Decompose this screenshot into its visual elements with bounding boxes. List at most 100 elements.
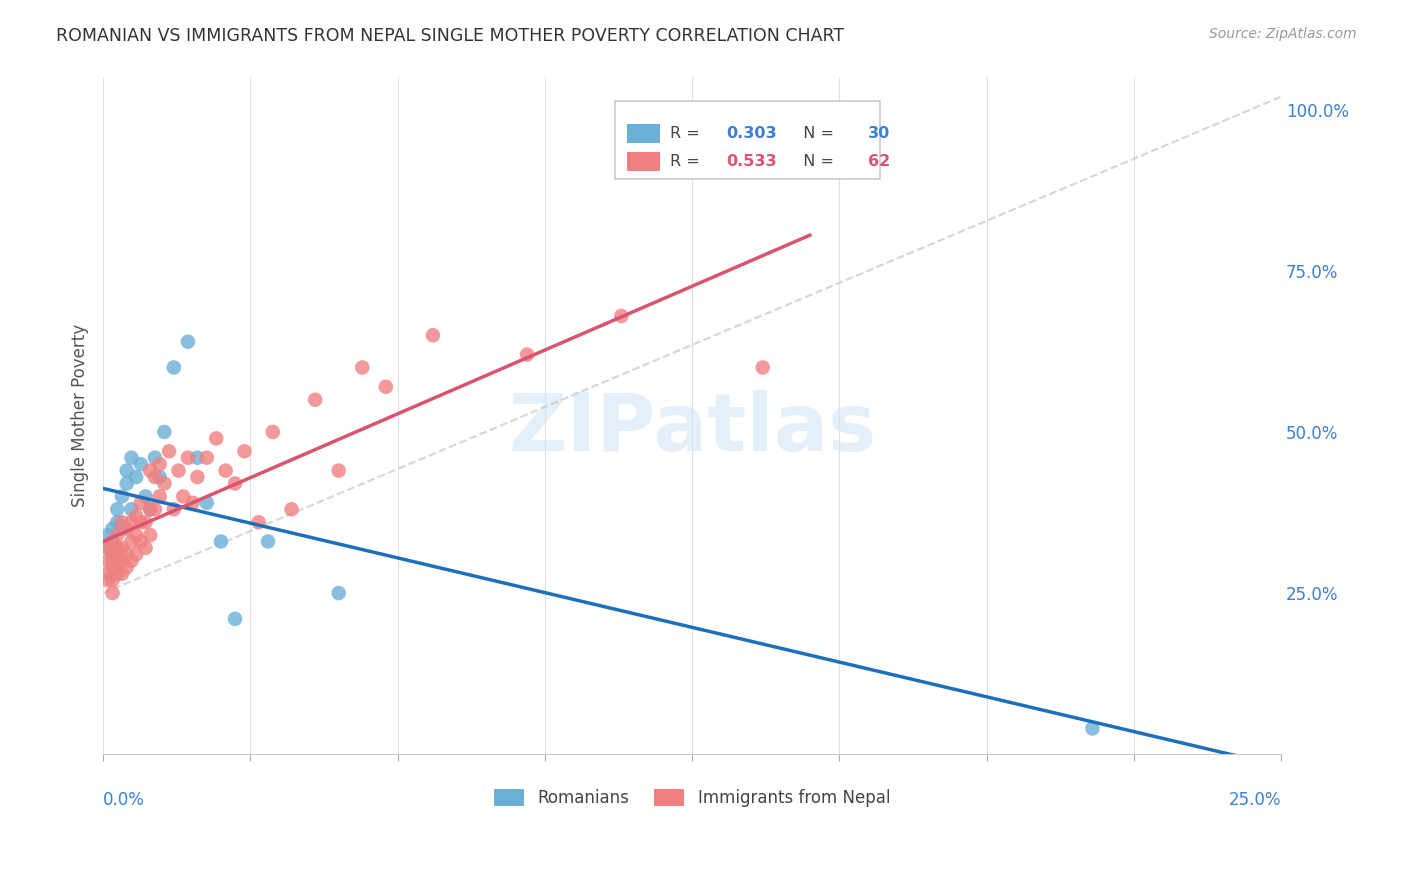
Point bbox=[195, 496, 218, 510]
Point bbox=[125, 508, 148, 523]
Point bbox=[149, 457, 172, 471]
Text: N =: N = bbox=[793, 127, 839, 141]
Point bbox=[129, 457, 152, 471]
Point bbox=[163, 360, 186, 375]
Point bbox=[97, 541, 120, 555]
Point bbox=[139, 502, 162, 516]
Point bbox=[257, 534, 280, 549]
Point bbox=[135, 515, 157, 529]
Point bbox=[205, 431, 228, 445]
Point bbox=[153, 425, 176, 439]
Point bbox=[105, 528, 128, 542]
Point bbox=[111, 522, 134, 536]
Point bbox=[153, 476, 176, 491]
Point bbox=[129, 496, 152, 510]
Point bbox=[120, 534, 142, 549]
Text: R =: R = bbox=[669, 127, 704, 141]
Point bbox=[105, 502, 128, 516]
Point bbox=[247, 515, 270, 529]
Point bbox=[374, 380, 396, 394]
Point bbox=[139, 502, 162, 516]
Point bbox=[129, 515, 152, 529]
Point bbox=[105, 554, 128, 568]
Point bbox=[181, 496, 204, 510]
Point bbox=[120, 515, 142, 529]
Text: Source: ZipAtlas.com: Source: ZipAtlas.com bbox=[1209, 27, 1357, 41]
Point bbox=[328, 586, 350, 600]
Point bbox=[328, 464, 350, 478]
Point bbox=[115, 522, 138, 536]
Text: 0.0%: 0.0% bbox=[103, 791, 145, 809]
Point bbox=[195, 450, 218, 465]
Point bbox=[115, 476, 138, 491]
Text: R =: R = bbox=[669, 154, 704, 169]
Point bbox=[105, 515, 128, 529]
Point bbox=[422, 328, 444, 343]
Point bbox=[143, 450, 166, 465]
Point bbox=[111, 515, 134, 529]
Point bbox=[177, 450, 200, 465]
Point bbox=[101, 522, 124, 536]
Point bbox=[101, 554, 124, 568]
Point bbox=[97, 573, 120, 587]
Text: 0.533: 0.533 bbox=[727, 154, 778, 169]
Point bbox=[111, 566, 134, 581]
Point bbox=[101, 534, 124, 549]
Point bbox=[280, 502, 302, 516]
Point bbox=[751, 360, 773, 375]
Point bbox=[97, 541, 120, 555]
Point bbox=[143, 470, 166, 484]
Point bbox=[101, 560, 124, 574]
Point bbox=[209, 534, 232, 549]
Point bbox=[97, 554, 120, 568]
Point bbox=[304, 392, 326, 407]
Point bbox=[149, 489, 172, 503]
Text: N =: N = bbox=[793, 154, 839, 169]
Point bbox=[111, 541, 134, 555]
Legend: Romanians, Immigrants from Nepal: Romanians, Immigrants from Nepal bbox=[488, 782, 897, 814]
Y-axis label: Single Mother Poverty: Single Mother Poverty bbox=[72, 325, 89, 508]
Text: ZIPatlas: ZIPatlas bbox=[508, 391, 876, 468]
Point bbox=[111, 554, 134, 568]
Point bbox=[120, 502, 142, 516]
Point bbox=[97, 528, 120, 542]
Point bbox=[135, 489, 157, 503]
Point bbox=[125, 470, 148, 484]
Point bbox=[177, 334, 200, 349]
Point bbox=[115, 548, 138, 562]
Point bbox=[129, 534, 152, 549]
Point bbox=[149, 470, 172, 484]
Point bbox=[163, 502, 186, 516]
Point bbox=[610, 309, 633, 323]
Text: 0.303: 0.303 bbox=[727, 127, 778, 141]
Point bbox=[105, 541, 128, 555]
Point bbox=[97, 566, 120, 581]
Point bbox=[125, 548, 148, 562]
Point bbox=[101, 573, 124, 587]
Point bbox=[516, 348, 538, 362]
Point bbox=[111, 489, 134, 503]
Bar bbox=[627, 124, 661, 144]
Point bbox=[167, 464, 190, 478]
Point bbox=[135, 541, 157, 555]
Point bbox=[352, 360, 374, 375]
Point bbox=[115, 464, 138, 478]
Text: 30: 30 bbox=[868, 127, 890, 141]
Point bbox=[186, 450, 208, 465]
Point bbox=[105, 566, 128, 581]
Point bbox=[224, 612, 246, 626]
Point bbox=[262, 425, 284, 439]
Point bbox=[214, 464, 236, 478]
Point bbox=[139, 464, 162, 478]
Point bbox=[101, 534, 124, 549]
Point bbox=[101, 586, 124, 600]
Point bbox=[139, 528, 162, 542]
Point bbox=[186, 470, 208, 484]
Point bbox=[143, 502, 166, 516]
Text: 62: 62 bbox=[868, 154, 890, 169]
Point bbox=[115, 560, 138, 574]
Point bbox=[157, 444, 180, 458]
Text: ROMANIAN VS IMMIGRANTS FROM NEPAL SINGLE MOTHER POVERTY CORRELATION CHART: ROMANIAN VS IMMIGRANTS FROM NEPAL SINGLE… bbox=[56, 27, 845, 45]
Point bbox=[101, 548, 124, 562]
Point bbox=[105, 548, 128, 562]
